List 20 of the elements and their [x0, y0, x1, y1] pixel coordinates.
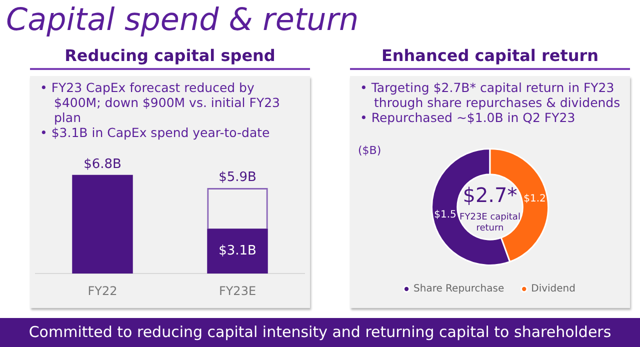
text: • FY23 CapEx forecast reduced by $400M; down $900M vs. initial FY23 plan — [40, 80, 281, 125]
legend-label: Dividend — [531, 284, 576, 295]
chart-title: Enhanced capital return — [350, 46, 630, 70]
text: • Targeting $2.7B* capital return in FY23 through share repurchases & dividends — [360, 80, 622, 110]
x-tick-label: FY23E — [218, 284, 256, 298]
x-tick-label: FY22 — [88, 284, 118, 298]
data-label: $1.2 — [524, 194, 546, 205]
data-label: $3.1B — [218, 243, 256, 258]
text: FY23E capital return — [460, 212, 520, 234]
text: ($B) — [358, 144, 382, 157]
text: • $3.1B in CapEx spend year-to-date — [40, 125, 271, 140]
text: Committed to reducing capital intensity and returning capital to shareholders — [0, 318, 640, 347]
text: • Repurchased ~$1.0B in Q2 FY23 — [360, 110, 576, 125]
legend-label: Share Repurchase — [414, 284, 504, 295]
text: $2.7* — [462, 183, 518, 208]
text: Capital spend & return — [6, 1, 359, 40]
chart-title: Reducing capital spend — [30, 46, 310, 70]
data-label: $1.5 — [434, 209, 456, 220]
total-label: $5.9B — [218, 170, 256, 185]
total-label: $6.8B — [84, 156, 122, 172]
